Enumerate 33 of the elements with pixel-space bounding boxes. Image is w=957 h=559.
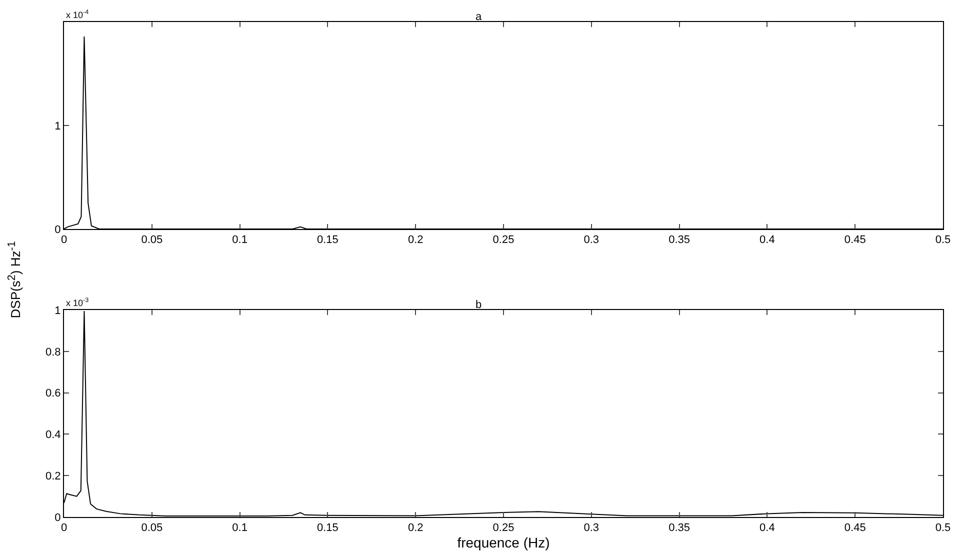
x-tick-label: 0.15 (316, 522, 338, 534)
x-tick-label: 0.1 (232, 234, 248, 246)
x-tick-label: 0.05 (141, 522, 163, 534)
y-tick-label: 0.4 (46, 429, 61, 442)
x-tick-label: 0.2 (408, 522, 424, 534)
x-tick-label: 0.45 (844, 234, 866, 246)
y-tick-label: 0 (54, 224, 61, 236)
x-tick-label: 0.5 (935, 234, 951, 246)
x-tick-label: 0.15 (316, 234, 338, 246)
x-tick-label: 0.2 (408, 234, 424, 246)
x-tick-label: 0.25 (492, 522, 514, 534)
x-tick-label: 0.05 (141, 234, 163, 246)
chart-title: b (475, 299, 482, 311)
y-tick-label: 0.8 (46, 346, 61, 358)
x-tick-label: 0.4 (760, 522, 775, 534)
x-tick-label: 0.35 (668, 234, 690, 246)
chart-title: a (475, 11, 482, 23)
x-tick-label: 0.1 (232, 522, 248, 534)
x-tick-label: 0.35 (668, 522, 690, 534)
x-axis-title: frequence (Hz) (457, 534, 550, 550)
y-tick-label: 1 (54, 304, 61, 317)
x-tick-label: 0.5 (935, 522, 951, 534)
text: x 10$^{-3}$ (66, 297, 90, 308)
x-tick-label: 0.4 (760, 234, 775, 246)
x-tick-label: 0.45 (844, 522, 866, 534)
text: x 10$^{-4}$ (66, 9, 90, 20)
y-tick-label: 0.2 (46, 470, 61, 482)
y-tick-label: 0 (54, 512, 61, 524)
x-tick-label: 0.25 (492, 234, 514, 246)
y-tick-label: 0.6 (46, 388, 61, 400)
x-tick-label: 0.3 (584, 522, 600, 534)
y-tick-label: 1 (54, 120, 61, 132)
x-tick-label: 0.3 (584, 234, 600, 246)
